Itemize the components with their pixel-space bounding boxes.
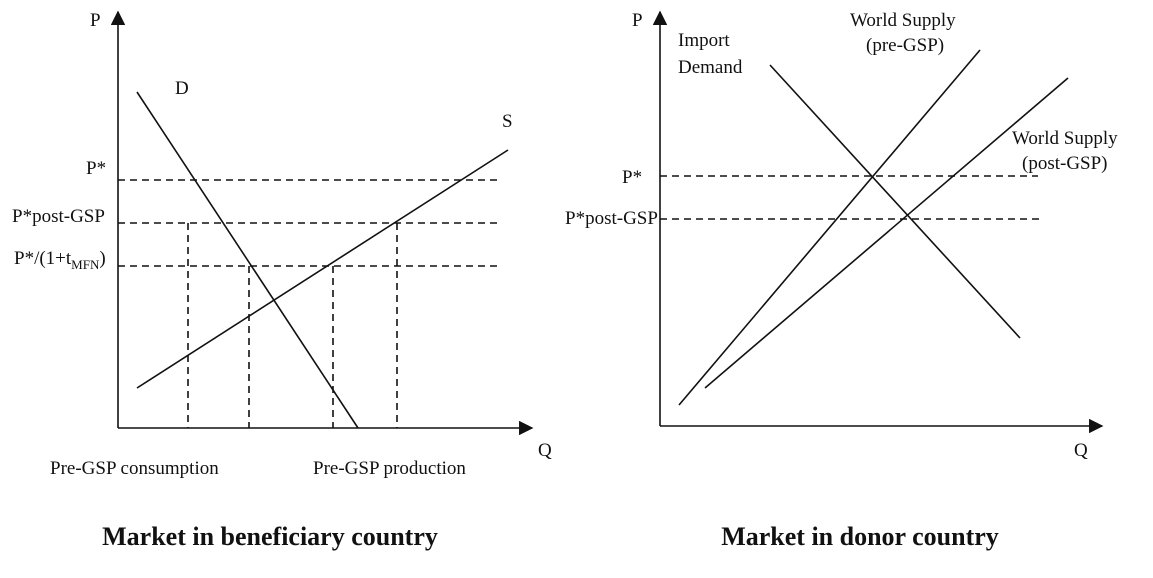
demand-line [136,91,359,429]
quantity-label: Pre-GSP production [313,458,466,479]
curve-label: (post-GSP) [1022,153,1108,174]
label-part: P*/(1+t [14,248,72,269]
label-part: ) [99,248,105,269]
axis-label: Q [1074,440,1088,461]
quantity-label: Pre-GSP consumption [50,458,219,479]
price-label: P*post-GSP [565,208,658,229]
curve-label: Demand [678,57,743,78]
right-panel: P Q Import Demand World Supply (pre-GSP)… [565,10,1118,551]
price-label: P* [86,158,106,179]
curve-label: D [175,78,189,99]
price-label: P*/(1+tMFN) [14,248,106,272]
axis-label: Q [538,440,552,461]
left-panel: P Q D S P* P*post-GSP P*/(1+tMFN) Pre-GS… [12,10,552,551]
supply-line [136,149,509,389]
label-part: MFN [71,257,100,272]
panel-title: Market in beneficiary country [102,522,438,551]
price-label: P* [622,167,642,188]
curve-label: World Supply [1012,128,1118,149]
supply-post-line [704,77,1069,389]
axis-label: P [632,10,643,31]
import-demand-line [769,64,1021,339]
supply-pre-line [678,49,981,406]
panel-title: Market in donor country [721,522,999,551]
curve-label: Import [678,30,730,51]
curve-label: World Supply [850,10,956,31]
curve-label: (pre-GSP) [866,35,944,56]
curve-label: S [502,111,513,132]
price-label: P*post-GSP [12,206,105,227]
axis-label: P [90,10,101,31]
